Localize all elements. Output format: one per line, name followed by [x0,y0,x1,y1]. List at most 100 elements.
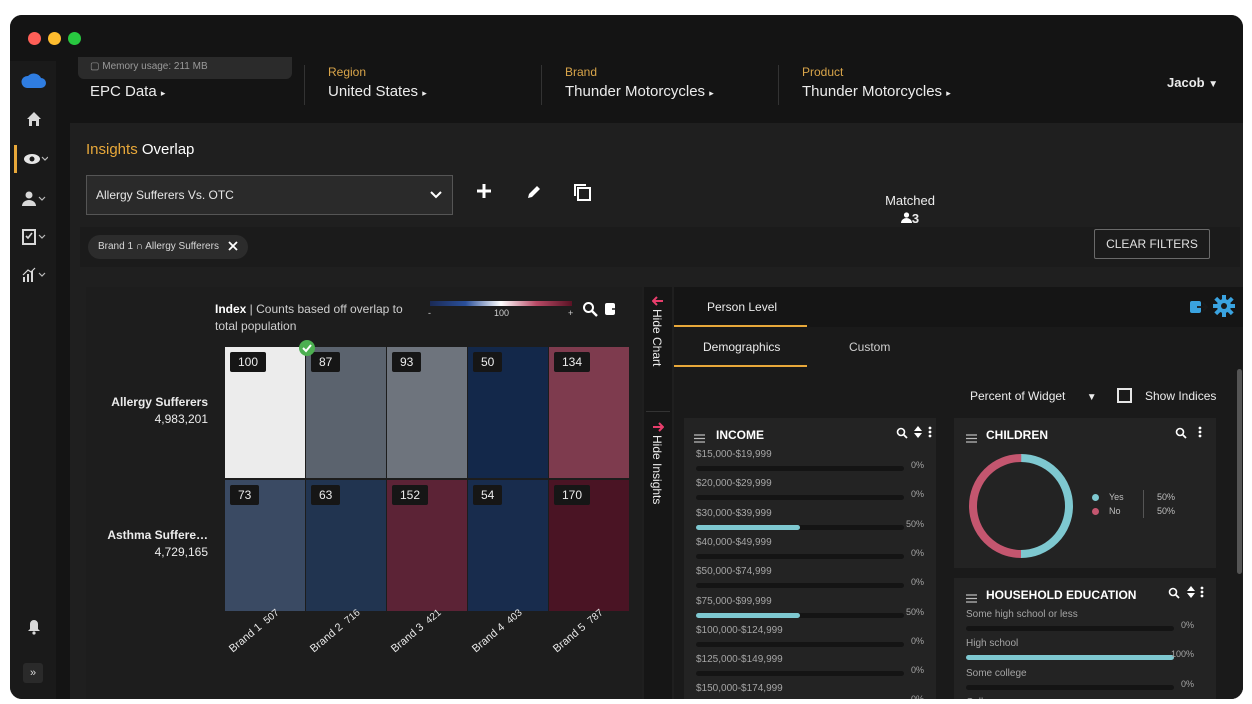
brand-selector[interactable]: Thunder Motorcycles ▸ [565,83,714,100]
bar-row-percent: 0% [910,665,924,676]
page-title-highlight: Insights [86,141,138,158]
bar-row-percent: 50% [905,518,924,529]
hide-insights-toggle[interactable]: Hide Insights [650,435,664,505]
more-options-icon[interactable] [1198,426,1202,441]
more-options-icon[interactable] [928,426,932,441]
heatmap-cell-value: 152 [392,485,429,505]
drag-handle-icon[interactable] [694,430,705,448]
memory-icon: ▢ [90,61,100,72]
maximize-window-button[interactable] [68,32,81,45]
more-options-icon[interactable] [1200,586,1204,601]
zoom-icon[interactable] [1175,427,1187,442]
heatmap-cell[interactable]: 87 [306,347,386,478]
heatmap-row-label: Allergy Sufferers [111,395,208,409]
home-icon[interactable] [18,105,50,133]
children-title: CHILDREN [986,428,1048,442]
bar-track [966,684,1174,690]
heatmap-column-label: Brand 1507 [227,607,282,655]
arrow-left-icon[interactable] [651,293,664,311]
matched-summary: Matched 3 [860,193,960,226]
drag-handle-icon[interactable] [966,430,977,448]
divider [304,65,305,105]
overlap-selector-value: Allergy Sufferers Vs. OTC [96,188,234,202]
gear-icon[interactable] [1213,295,1235,322]
duplicate-button[interactable] [572,182,592,208]
income-title: INCOME [716,428,764,442]
heatmap-row-label: Asthma Suffere… [107,528,208,542]
heatmap-description: Index | Counts based off overlap to tota… [215,302,403,333]
zoom-icon[interactable] [1168,587,1180,602]
zoom-icon[interactable] [896,427,908,442]
matched-count: 3 [911,211,920,226]
zoom-reset-icon[interactable] [582,301,598,322]
chevron-down-icon [430,191,442,199]
cloud-logo-icon[interactable] [18,67,50,95]
heatmap-cell[interactable]: 50 [468,347,548,478]
bar-row-percent: 0% [910,489,924,500]
overlap-selector[interactable]: Allergy Sufferers Vs. OTC [86,175,453,215]
heatmap-cell[interactable]: 63 [306,480,386,611]
pencil-icon [528,186,540,198]
clear-filters-button[interactable]: CLEAR FILTERS [1094,229,1210,259]
show-indices-checkbox[interactable] [1117,388,1132,403]
checklist-icon[interactable] [18,223,50,251]
heatmap-cell[interactable]: 73 [225,480,305,611]
bar-track [966,626,1174,631]
metric-select[interactable]: Percent of Widget ▼ [970,389,1097,403]
divider [646,411,670,412]
bar-row-percent: 100% [1170,649,1194,660]
donut-slice-no [969,454,1073,558]
analytics-icon[interactable] [18,261,50,289]
heatmap-row-count: 4,983,201 [154,412,208,426]
export-icon[interactable] [604,301,621,322]
bar-row-label: $15,000-$19,999 [696,449,772,460]
heatmap-cell[interactable]: 152 [387,480,467,611]
matched-count-row: 3 [860,211,960,226]
bell-icon[interactable] [18,613,50,641]
product-selector[interactable]: Thunder Motorcycles ▸ [802,83,951,100]
heatmap-cell[interactable]: 170 [549,480,629,611]
sort-icon[interactable] [914,426,922,441]
divider [1143,490,1144,518]
arrow-right-icon[interactable] [652,419,665,437]
bar-row-percent: 0% [894,694,924,699]
heatmap-cell[interactable]: 93 [387,347,467,478]
active-tab-indicator [674,365,807,367]
sort-icon[interactable] [1187,586,1195,601]
insights-header [674,287,1243,327]
product-value: Thunder Motorcycles [802,83,943,100]
user-icon[interactable] [18,185,50,213]
add-button[interactable] [475,182,493,206]
filter-chip[interactable]: Brand 1 ∩ Allergy Sufferers [88,235,248,259]
tab-custom[interactable]: Custom [849,340,891,354]
filter-bar: Brand 1 ∩ Allergy Sufferers CLEAR FILTER… [80,227,1240,267]
overlap-heatmap: Index | Counts based off overlap to tota… [86,287,642,699]
expand-icon[interactable]: » [23,663,43,683]
edit-button[interactable] [525,183,543,207]
heatmap-cell-value: 73 [230,485,260,505]
insights-panel: Person Level Demographics Custom Percent… [674,287,1243,699]
product-label: Product [802,65,844,79]
tab-person-level[interactable]: Person Level [707,300,778,314]
region-selector[interactable]: United States ▸ [328,83,427,100]
drag-handle-icon[interactable] [966,590,977,608]
bar-row-label: $75,000-$99,999 [696,595,772,607]
dataset-selector[interactable]: EPC Data ▸ [90,83,165,100]
bar-row-label: $30,000-$39,999 [696,507,772,519]
close-window-button[interactable] [28,32,41,45]
user-icon [900,212,912,223]
bar-row-label: $40,000-$49,999 [696,536,772,548]
user-menu[interactable]: Jacob ▼ [1167,75,1218,90]
hide-chart-toggle[interactable]: Hide Chart [650,309,664,367]
heatmap-cell[interactable]: 134 [549,347,629,478]
heatmap-cell[interactable]: 100 [225,347,305,478]
heatmap-cell[interactable]: 54 [468,480,548,611]
scrollbar[interactable] [1237,369,1242,574]
export-icon[interactable] [1190,299,1209,320]
brand-name: Brand 3 [389,621,427,656]
scale-max: + [568,308,574,318]
eye-icon[interactable] [14,145,54,173]
minimize-window-button[interactable] [48,32,61,45]
tab-demographics[interactable]: Demographics [703,340,781,354]
close-icon[interactable] [228,241,238,251]
